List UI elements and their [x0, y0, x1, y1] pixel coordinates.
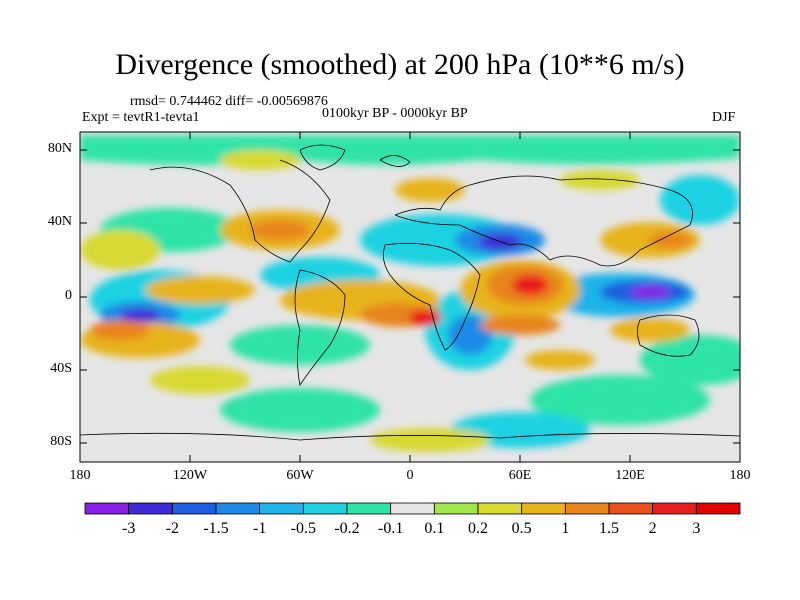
colorbar-swatch	[608, 502, 654, 515]
colorbar-swatch	[259, 502, 304, 515]
stats-label: rmsd= 0.744462 diff= -0.00569876	[130, 94, 328, 109]
experiment-label: Expt = tevtR1-tevta1	[82, 110, 200, 125]
colorbar-label: -0.1	[377, 520, 404, 537]
x-tick-label: 0	[406, 468, 414, 483]
x-tick-label: 120W	[172, 468, 208, 483]
colorbar-label: 0.2	[468, 520, 488, 537]
x-tick-label: 60W	[286, 468, 314, 483]
x-tick-label: 120E	[615, 468, 645, 483]
colorbar-label: 1	[561, 520, 570, 537]
x-tick-label: 180	[69, 468, 91, 483]
colorbar-swatch	[346, 502, 392, 515]
x-tick-label: 180	[729, 468, 751, 483]
colorbar-label: 0.1	[424, 520, 445, 537]
x-tick-label: 60E	[508, 468, 532, 483]
colorbar-swatch	[652, 502, 697, 515]
ticks	[80, 132, 740, 462]
colorbar-swatch	[171, 502, 217, 515]
colorbar-label: 0.5	[511, 520, 532, 537]
colorbar-label: -3	[121, 520, 136, 537]
colorbar	[84, 502, 741, 515]
colorbar-label: -0.2	[334, 520, 360, 537]
colorbar-label: 1.5	[599, 520, 619, 537]
y-tick-label: 0	[65, 288, 72, 303]
coastlines	[80, 144, 740, 441]
colorbar-label: 3	[692, 520, 701, 537]
colorbar-label: -2	[165, 520, 179, 537]
colorbar-swatch	[695, 502, 741, 515]
map-field	[80, 132, 740, 462]
colorbar-swatch	[302, 502, 348, 515]
y-tick-label: 80S	[50, 434, 72, 449]
y-tick-label: 80N	[47, 141, 72, 156]
colorbar-swatch	[128, 502, 173, 515]
chart-title: Divergence (smoothed) at 200 hPa (10**6 …	[115, 48, 685, 81]
colorbar-swatch	[433, 502, 479, 515]
y-tick-label: 40S	[50, 361, 72, 376]
colorbar-label: -1.5	[203, 520, 229, 537]
colorbar-label: -0.5	[290, 520, 316, 537]
colorbar-label: -1	[252, 520, 267, 537]
y-tick-label: 40N	[47, 214, 72, 229]
colorbar-swatch	[521, 502, 566, 515]
colorbar-swatch	[477, 502, 523, 515]
colorbar-swatch	[84, 502, 130, 515]
season-label: DJF	[712, 110, 736, 125]
period-label: 0100kyr BP - 0000kyr BP	[322, 106, 468, 121]
colorbar-swatch	[215, 502, 261, 515]
colorbar-swatch	[390, 502, 435, 515]
colorbar-label: 2	[648, 520, 657, 537]
colorbar-swatch	[564, 502, 610, 515]
